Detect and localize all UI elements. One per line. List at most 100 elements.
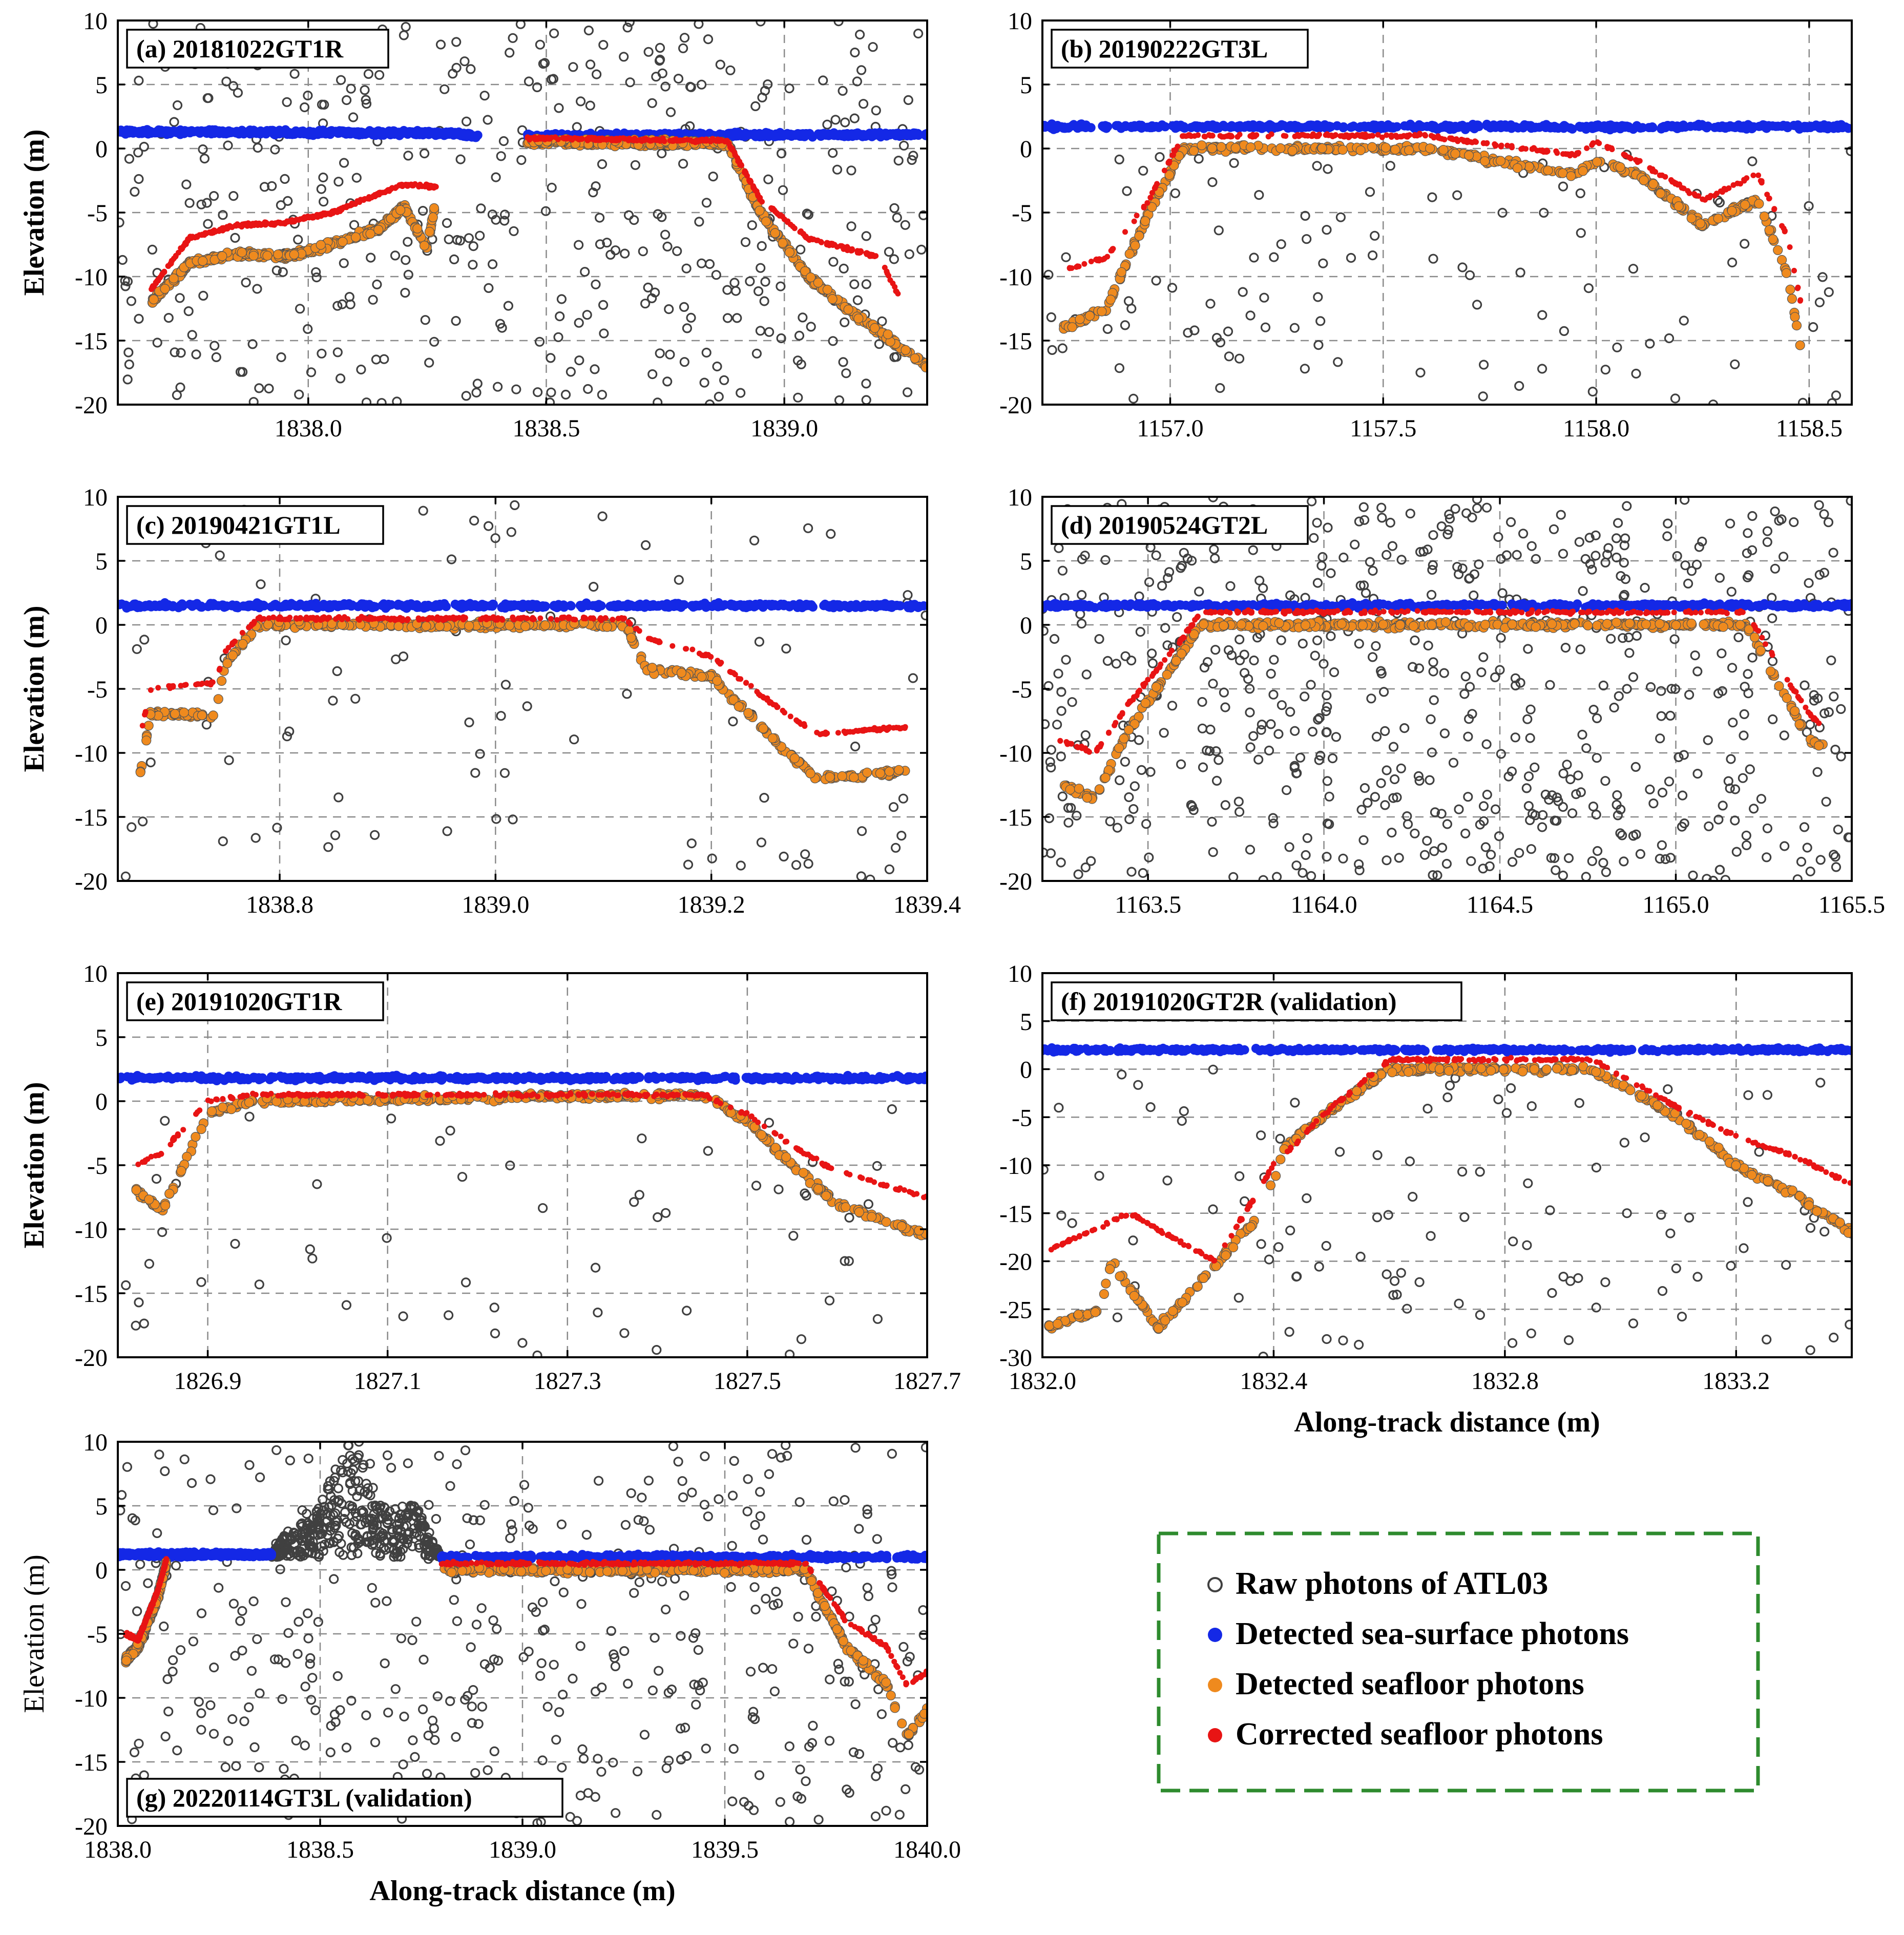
- raw-photon: [483, 521, 494, 531]
- x-tick-label: 1157.0: [1137, 415, 1203, 442]
- raw-photon: [282, 731, 292, 742]
- raw-photon: [487, 259, 498, 269]
- data-layer: [118, 20, 927, 405]
- raw-photon: [1114, 154, 1124, 164]
- raw-photon: [215, 550, 225, 560]
- sea-surface-photon: [407, 127, 417, 137]
- raw-photon: [681, 263, 692, 274]
- raw-photon: [461, 391, 471, 401]
- sea-surface-photon: [1617, 121, 1627, 131]
- seafloor-photon: [1287, 145, 1298, 156]
- sea-surface-photon: [824, 130, 833, 140]
- sea-surface-photon: [1700, 121, 1709, 131]
- seafloor-photon: [1189, 146, 1199, 156]
- raw-photon: [889, 203, 899, 213]
- corrected-photon: [1677, 181, 1682, 187]
- sea-surface-photon: [137, 129, 147, 138]
- corrected-photon: [1659, 172, 1665, 178]
- seafloor-photon: [1639, 175, 1649, 185]
- raw-photon: [696, 258, 707, 268]
- corrected-photon: [1207, 133, 1213, 139]
- sea-surface-photon: [271, 600, 281, 610]
- raw-photon: [332, 301, 343, 311]
- seafloor-photon: [1686, 213, 1697, 223]
- corrected-photon: [555, 136, 561, 142]
- raw-photon: [1539, 207, 1549, 218]
- raw-photon: [806, 322, 816, 332]
- raw-photon: [499, 768, 510, 778]
- sea-surface-photon: [344, 128, 354, 137]
- raw-photon: [1415, 367, 1426, 378]
- sea-surface-photon: [197, 127, 207, 136]
- corrected-photon: [1720, 189, 1725, 195]
- raw-photon: [664, 304, 674, 314]
- raw-photon: [203, 219, 213, 229]
- raw-photon: [490, 533, 500, 543]
- y-tick-label: 5: [95, 72, 108, 99]
- seafloor-photon: [1067, 322, 1077, 332]
- corrected-photon: [858, 248, 864, 255]
- corrected-photon: [1310, 131, 1316, 137]
- raw-photon: [1714, 197, 1725, 208]
- raw-photon: [759, 296, 769, 306]
- raw-photon: [1612, 342, 1622, 352]
- sea-surface-photon: [1145, 123, 1155, 133]
- raw-photon: [346, 83, 356, 94]
- corrected-photon: [1523, 146, 1529, 152]
- sea-surface-photon: [196, 601, 206, 611]
- corrected-photon: [160, 270, 166, 276]
- raw-photon: [228, 191, 239, 201]
- raw-photon: [898, 140, 909, 151]
- seafloor-photon: [1495, 156, 1506, 166]
- raw-photon: [798, 312, 808, 323]
- sea-surface-photon: [1272, 122, 1282, 132]
- sea-surface-photon: [279, 602, 288, 611]
- data-layer: [1042, 119, 1852, 405]
- raw-photon: [694, 217, 704, 227]
- corrected-photon: [419, 183, 425, 190]
- raw-photon: [303, 90, 313, 101]
- corrected-photon: [344, 203, 350, 209]
- sea-surface-photon: [413, 602, 423, 612]
- sea-surface-photon: [286, 599, 296, 608]
- seafloor-photon: [350, 232, 361, 242]
- raw-photon: [784, 83, 794, 94]
- sea-surface-photon: [1545, 123, 1555, 133]
- raw-photon: [492, 382, 503, 392]
- sea-surface-photon: [1793, 120, 1803, 130]
- sea-surface-photon: [921, 131, 927, 140]
- data-layer: [118, 500, 927, 881]
- raw-photon: [202, 198, 212, 208]
- corrected-photon: [797, 229, 803, 235]
- sea-surface-photon: [176, 600, 185, 610]
- sea-surface-photon: [867, 130, 877, 139]
- raw-photon: [417, 206, 428, 216]
- seafloor-photon: [1124, 249, 1135, 259]
- raw-photon: [638, 246, 648, 257]
- seafloor-photon: [1656, 188, 1666, 199]
- raw-photon: [759, 792, 769, 803]
- raw-photon: [444, 234, 454, 244]
- corrected-photons: [525, 134, 901, 297]
- raw-photon: [591, 69, 602, 79]
- raw-photon: [332, 666, 342, 677]
- corrected-photon: [884, 268, 890, 275]
- raw-photon: [145, 757, 156, 768]
- corrected-photon: [1791, 267, 1797, 274]
- raw-photon: [1057, 343, 1068, 353]
- sea-surface-photon: [319, 129, 329, 138]
- raw-photon: [470, 768, 480, 778]
- seafloor-photon: [1450, 149, 1460, 159]
- corrected-photon: [1324, 131, 1330, 137]
- sea-surface-photon: [302, 128, 312, 137]
- corrected-photon: [775, 211, 781, 217]
- sea-surface-photon: [1170, 123, 1180, 133]
- corrected-photon: [626, 135, 633, 141]
- raw-photon: [400, 287, 410, 298]
- sea-surface-photon: [393, 600, 403, 610]
- corrected-photon: [641, 137, 647, 143]
- raw-photon: [118, 217, 124, 227]
- raw-photon: [451, 37, 462, 47]
- raw-photon: [1276, 239, 1286, 249]
- raw-photon: [580, 267, 590, 277]
